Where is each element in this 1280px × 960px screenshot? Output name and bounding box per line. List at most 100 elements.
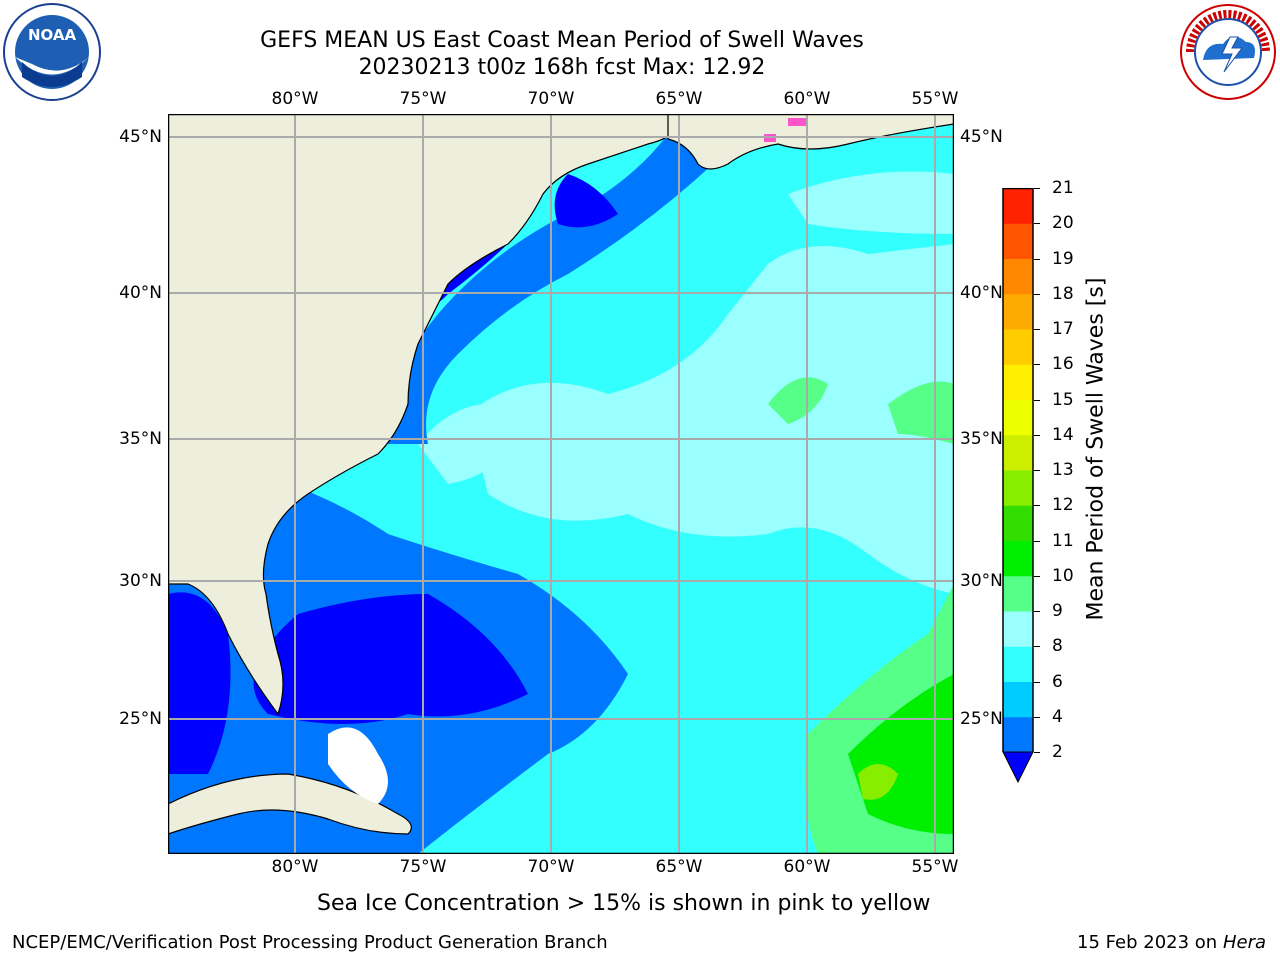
lat-tick-right: 35°N — [960, 429, 1003, 449]
colorbar-tick-mark — [1034, 716, 1040, 718]
colorbar-tick-mark — [1034, 258, 1040, 260]
colorbar-segment — [1003, 611, 1033, 647]
map-gridlines — [168, 114, 954, 854]
footer-date-text: 15 Feb 2023 on — [1077, 932, 1218, 953]
lat-tick-left: 45°N — [119, 127, 162, 147]
lon-tick-bottom: 55°W — [911, 857, 959, 877]
colorbar-tick-mark — [1034, 505, 1040, 507]
contour-8-9s-b — [418, 404, 528, 484]
contour-2-4s-coast — [434, 234, 518, 304]
colorbar-tick-label: 6 — [1052, 671, 1063, 692]
lon-tick-top: 75°W — [399, 89, 447, 109]
colorbar-tick-mark — [1034, 611, 1040, 612]
lon-tick-top: 55°W — [911, 89, 959, 109]
lat-tick-left: 35°N — [119, 429, 162, 449]
colorbar-label: Mean Period of Swell Waves [s] — [1083, 277, 1109, 621]
lon-tick-bottom: 65°W — [655, 857, 703, 877]
colorbar-tick-mark — [1034, 329, 1040, 330]
lon-tick-top: 60°W — [783, 89, 831, 109]
colorbar-segment — [1003, 329, 1033, 365]
colorbar-tick-label: 14 — [1052, 424, 1074, 445]
shoal-bahamas — [328, 727, 388, 804]
lon-tick-top: 65°W — [655, 89, 703, 109]
contour-8-9s-c — [788, 171, 954, 234]
contour-2-4s-gulf — [168, 592, 231, 774]
colorbar-segment — [1003, 681, 1033, 718]
footer-credit: NCEP/EMC/Verification Post Processing Pr… — [12, 932, 608, 953]
swell-period-map — [168, 114, 954, 854]
lat-tick-left: 25°N — [119, 709, 162, 729]
colorbar-tick-label: 13 — [1052, 460, 1074, 480]
chart-subtitle: 20230213 t00z 168h fcst Max: 12.92 — [358, 55, 766, 80]
colorbar-segment — [1003, 188, 1033, 224]
lon-tick-bottom: 75°W — [399, 857, 447, 877]
nws-logo — [1178, 2, 1278, 102]
colorbar-tick-label: 17 — [1052, 319, 1074, 339]
lat-tick-right: 40°N — [960, 283, 1003, 303]
sea-ice-note: Sea Ice Concentration > 15% is shown in … — [317, 891, 931, 916]
colorbar-segment — [1003, 505, 1033, 541]
colorbar-tick-label: 11 — [1052, 530, 1074, 551]
contour-11-12s — [858, 764, 898, 800]
contour-9-10s-a — [768, 377, 828, 424]
map-frame — [168, 114, 954, 854]
colorbar-tick-mark — [1034, 223, 1040, 225]
colorbar-segment — [1003, 434, 1033, 471]
lat-tick-left: 40°N — [119, 283, 162, 303]
colorbar — [1002, 188, 1034, 784]
contour-4-6s-north — [388, 124, 713, 444]
lon-tick-bottom: 80°W — [271, 857, 319, 877]
colorbar-tick-mark — [1034, 540, 1040, 542]
colorbar-segment — [1003, 716, 1033, 753]
lon-tick-top: 80°W — [271, 89, 319, 109]
colorbar-segment — [1003, 364, 1033, 400]
land-maritimes — [667, 114, 954, 170]
colorbar-tick-label: 2 — [1052, 742, 1063, 762]
colorbar-under-arrow — [1002, 751, 1034, 784]
colorbar-tick-label: 4 — [1052, 706, 1063, 727]
colorbar-tick-mark — [1034, 646, 1040, 648]
contour-2-4s-north — [554, 174, 618, 228]
colorbar-tick-mark — [1034, 434, 1040, 436]
colorbar-tick-label: 19 — [1052, 248, 1074, 269]
colorbar-tick-label: 21 — [1052, 178, 1074, 198]
sea-ice-patch — [788, 118, 808, 126]
colorbar-tick-mark — [1034, 188, 1040, 189]
chart-title: GEFS MEAN US East Coast Mean Period of S… — [260, 28, 864, 53]
land-cuba — [168, 773, 412, 835]
colorbar-tick-mark — [1034, 470, 1040, 471]
colorbar-segment — [1003, 293, 1033, 330]
colorbar-segment — [1003, 646, 1033, 682]
colorbar-tick-mark — [1034, 575, 1040, 577]
lat-tick-right: 30°N — [960, 571, 1003, 591]
contour-9-10s-b — [888, 381, 954, 444]
colorbar-tick-label: 9 — [1052, 601, 1063, 621]
colorbar-tick-label: 10 — [1052, 565, 1074, 586]
lon-tick-bottom: 60°W — [783, 857, 831, 877]
footer-machine: Hera — [1222, 932, 1266, 953]
noaa-logo: NOAA — [2, 2, 102, 102]
contour-2-4s-south — [253, 594, 529, 724]
svg-text:NOAA: NOAA — [28, 26, 77, 44]
lat-tick-left: 30°N — [119, 571, 162, 591]
colorbar-tick-label: 8 — [1052, 636, 1063, 657]
lon-tick-top: 70°W — [527, 89, 575, 109]
colorbar-tick-mark — [1034, 293, 1040, 295]
colorbar-tick-label: 15 — [1052, 389, 1074, 410]
colorbar-tick-label: 18 — [1052, 283, 1074, 304]
colorbar-segment — [1003, 540, 1033, 577]
lat-tick-right: 45°N — [960, 127, 1003, 147]
colorbar-tick-mark — [1034, 681, 1040, 683]
colorbar-tick-mark — [1034, 399, 1040, 401]
colorbar-segment — [1003, 399, 1033, 436]
colorbar-tick-label: 12 — [1052, 495, 1074, 516]
lat-tick-right: 25°N — [960, 709, 1003, 729]
colorbar-segment — [1003, 575, 1033, 612]
colorbar-tick-label: 16 — [1052, 354, 1074, 375]
lon-tick-bottom: 70°W — [527, 857, 575, 877]
colorbar-segment — [1003, 258, 1033, 295]
footer-date: 15 Feb 2023 on Hera — [1077, 932, 1266, 953]
colorbar-segment — [1003, 223, 1033, 259]
colorbar-tick-mark — [1034, 752, 1040, 753]
colorbar-frame — [1002, 188, 1034, 752]
